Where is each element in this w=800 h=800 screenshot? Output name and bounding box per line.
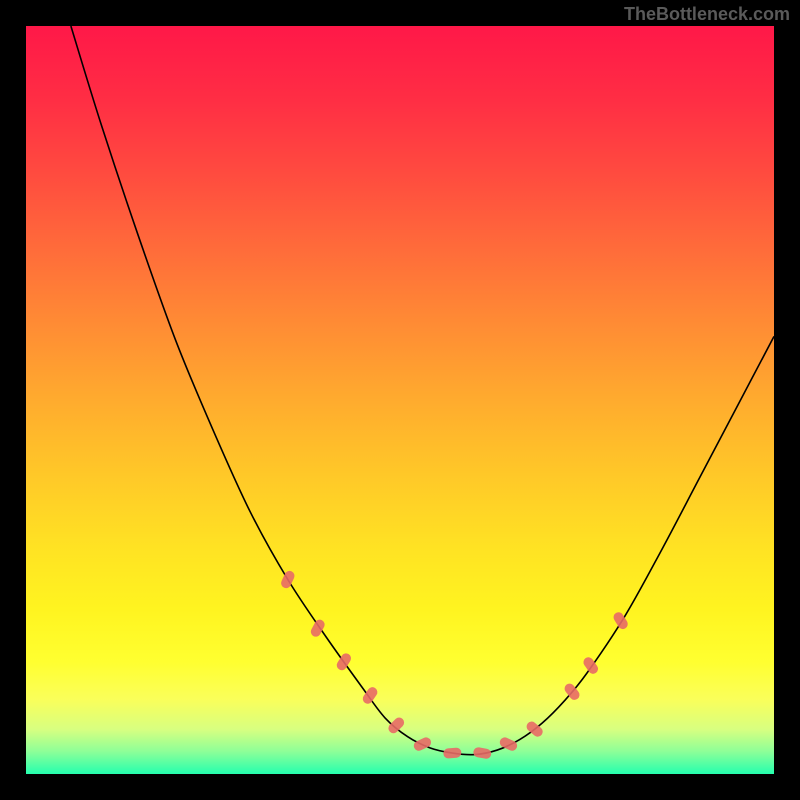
chart-background	[26, 26, 774, 774]
bottleneck-chart	[26, 26, 774, 774]
watermark-text: TheBottleneck.com	[624, 4, 790, 25]
